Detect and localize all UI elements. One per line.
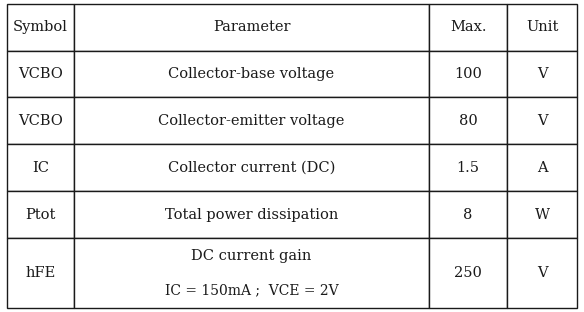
Text: 100: 100: [454, 67, 482, 81]
Bar: [7, 51, 74, 97]
Bar: [429, 238, 507, 308]
Bar: [74, 191, 429, 238]
Bar: [507, 51, 577, 97]
Bar: [7, 97, 74, 144]
Text: DC current gain: DC current gain: [192, 249, 312, 263]
Text: 1.5: 1.5: [457, 161, 479, 175]
Text: V: V: [537, 114, 548, 128]
Text: Max.: Max.: [450, 20, 486, 34]
Bar: [507, 4, 577, 51]
Bar: [74, 144, 429, 191]
Text: Collector-base voltage: Collector-base voltage: [168, 67, 335, 81]
Text: IC = 150mA ;  VCE = 2V: IC = 150mA ; VCE = 2V: [165, 283, 338, 297]
Bar: [429, 144, 507, 191]
Text: W: W: [535, 208, 550, 222]
Text: IC: IC: [32, 161, 49, 175]
Text: Total power dissipation: Total power dissipation: [165, 208, 338, 222]
Text: Unit: Unit: [526, 20, 558, 34]
Text: 80: 80: [459, 114, 478, 128]
Text: Collector-emitter voltage: Collector-emitter voltage: [158, 114, 345, 128]
Text: Symbol: Symbol: [13, 20, 68, 34]
Text: V: V: [537, 67, 548, 81]
Text: A: A: [537, 161, 548, 175]
Bar: [74, 238, 429, 308]
Bar: [429, 97, 507, 144]
Text: VCBO: VCBO: [18, 67, 63, 81]
Bar: [74, 97, 429, 144]
Text: hFE: hFE: [26, 266, 55, 280]
Text: Ptot: Ptot: [26, 208, 56, 222]
Bar: [507, 97, 577, 144]
Bar: [7, 191, 74, 238]
Text: 8: 8: [464, 208, 473, 222]
Text: VCBO: VCBO: [18, 114, 63, 128]
Bar: [507, 238, 577, 308]
Bar: [429, 191, 507, 238]
Bar: [429, 51, 507, 97]
Text: Collector current (DC): Collector current (DC): [168, 161, 335, 175]
Bar: [74, 4, 429, 51]
Bar: [507, 191, 577, 238]
Bar: [7, 4, 74, 51]
Bar: [74, 51, 429, 97]
Text: V: V: [537, 266, 548, 280]
Bar: [7, 238, 74, 308]
Bar: [507, 144, 577, 191]
Bar: [7, 144, 74, 191]
Bar: [429, 4, 507, 51]
Text: Parameter: Parameter: [213, 20, 290, 34]
Text: 250: 250: [454, 266, 482, 280]
